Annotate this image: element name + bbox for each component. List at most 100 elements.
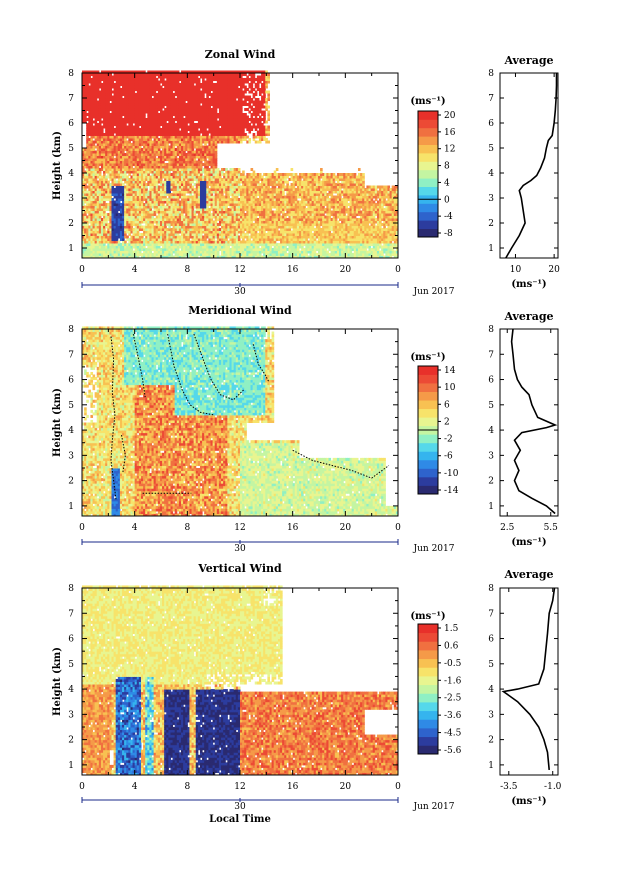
heatmap-cell	[109, 175, 112, 179]
heatmap-cell	[162, 238, 165, 241]
heatmap-cell	[122, 118, 125, 121]
heatmap-cell	[140, 138, 144, 141]
heatmap-cell	[159, 195, 163, 199]
heatmap-cell	[98, 225, 102, 229]
heatmap-cell	[132, 160, 136, 164]
heatmap-cell	[109, 198, 112, 201]
heatmap-cell	[157, 115, 161, 119]
heatmap-cell	[126, 220, 129, 224]
heatmap-cell	[113, 215, 117, 219]
heatmap-cell	[140, 193, 144, 196]
heatmap-cell	[124, 120, 127, 124]
heatmap-cell	[111, 80, 115, 84]
heatmap-cell	[103, 255, 106, 259]
heatmap-cell	[153, 148, 157, 151]
heatmap-cell	[96, 108, 100, 111]
heatmap-cell	[92, 210, 96, 214]
heatmap-cell	[117, 243, 121, 246]
heatmap-cell	[88, 103, 91, 106]
heatmap-cell	[94, 153, 98, 156]
heatmap-cell	[126, 140, 129, 144]
heatmap-cell	[88, 163, 91, 166]
heatmap-cell	[138, 250, 142, 254]
heatmap-cell	[86, 215, 89, 219]
heatmap-cell	[126, 93, 129, 96]
heatmap-cell	[151, 123, 155, 126]
heatmap-cell	[149, 193, 153, 196]
heatmap-cell	[96, 255, 100, 259]
heatmap-cell	[138, 163, 142, 166]
heatmap-cell	[105, 253, 108, 256]
heatmap-cell	[88, 95, 91, 99]
heatmap-cell	[103, 108, 106, 111]
heatmap-cell	[155, 133, 159, 136]
heatmap-cell	[90, 225, 94, 229]
heatmap-cell	[84, 70, 87, 74]
heatmap-cell	[145, 183, 148, 186]
heatmap-cell	[151, 203, 155, 206]
heatmap-cell	[94, 188, 98, 191]
heatmap-cell	[143, 220, 146, 224]
heatmap-cell	[159, 113, 163, 116]
heatmap-cell	[111, 78, 115, 81]
heatmap-cell	[117, 95, 121, 99]
heatmap-cell	[122, 138, 125, 141]
heatmap-cell	[90, 238, 94, 241]
heatmap-cell	[90, 153, 94, 156]
heatmap-cell	[151, 253, 155, 256]
heatmap-cell	[147, 143, 150, 146]
heatmap-cell	[100, 158, 104, 161]
heatmap-cell	[119, 215, 123, 219]
heatmap-cell	[140, 123, 144, 126]
heatmap-cell	[124, 205, 127, 209]
heatmap-cell	[122, 135, 125, 139]
heatmap-cell	[86, 135, 89, 139]
heatmap-cell	[145, 238, 148, 241]
heatmap-cell	[149, 118, 153, 121]
heatmap-cell	[103, 90, 106, 94]
heatmap-cell	[159, 143, 163, 146]
heatmap-cell	[136, 130, 140, 134]
heatmap-cell	[143, 195, 146, 199]
heatmap-cell	[115, 183, 119, 186]
heatmap-cell	[126, 90, 129, 94]
heatmap-cell	[138, 180, 142, 184]
heatmap-cell	[88, 148, 91, 151]
heatmap-cell	[117, 130, 121, 134]
heatmap-cell	[159, 145, 163, 149]
heatmap-cell	[107, 70, 110, 74]
heatmap-cell	[153, 208, 157, 211]
heatmap-cell	[117, 218, 121, 221]
heatmap-cell	[86, 85, 89, 89]
heatmap-cell	[88, 150, 91, 154]
heatmap-cell	[92, 230, 96, 234]
heatmap-cell	[92, 235, 96, 239]
heatmap-cell	[98, 85, 102, 89]
heatmap-cell	[130, 230, 134, 234]
heatmap-cell	[136, 190, 140, 194]
heatmap-cell	[145, 135, 148, 139]
heatmap-cell	[159, 238, 163, 241]
heatmap-cell	[145, 145, 148, 149]
heatmap-cell	[98, 203, 102, 206]
heatmap-cell	[115, 98, 119, 101]
heatmap-cell	[132, 83, 136, 86]
heatmap-cell	[119, 210, 123, 214]
heatmap-cell	[119, 125, 123, 129]
heatmap-cell	[115, 163, 119, 166]
heatmap-cell	[138, 185, 142, 189]
heatmap-cell	[130, 135, 134, 139]
heatmap-cell	[94, 98, 98, 101]
heatmap-cell	[138, 233, 142, 236]
heatmap-cell	[147, 195, 150, 199]
heatmap-cell	[88, 225, 91, 229]
heatmap-cell	[109, 245, 112, 249]
heatmap-cell	[138, 253, 142, 256]
heatmap-cell	[82, 223, 85, 226]
heatmap-cell	[149, 215, 153, 219]
heatmap-cell	[128, 120, 131, 124]
heatmap-cell	[130, 78, 134, 81]
heatmap-cell	[138, 223, 142, 226]
heatmap-cell	[107, 173, 110, 176]
